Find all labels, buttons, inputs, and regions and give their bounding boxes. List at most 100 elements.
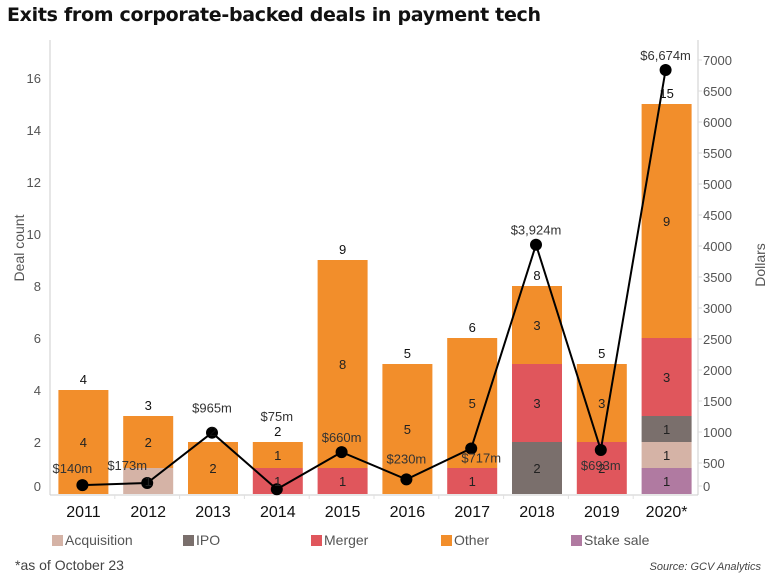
legend-label-other: Other <box>454 532 490 548</box>
x-tick-label: 2014 <box>260 504 296 521</box>
bar-total-label: 9 <box>339 242 346 257</box>
x-tick-label: 2019 <box>584 504 620 521</box>
y-tick-label: 14 <box>27 123 41 138</box>
y2-tick-label: 4500 <box>703 208 732 223</box>
dollar-value-label: $660m <box>322 430 362 445</box>
bar-segment-other <box>641 104 692 338</box>
dollar-value-label: $230m <box>387 451 427 466</box>
dollar-point <box>594 443 607 456</box>
dollar-value-label: $173m <box>107 458 147 473</box>
dollar-value-label: $3,924m <box>511 223 562 238</box>
bar-total-label: 6 <box>469 320 476 335</box>
bar-segment-acquisition <box>641 442 692 468</box>
y2-tick-label: 1000 <box>703 425 732 440</box>
bar-segment-other <box>123 416 174 468</box>
y2-tick-label: 6000 <box>703 115 732 130</box>
bar-total-label: 5 <box>404 346 411 361</box>
dollar-point <box>141 477 154 490</box>
dollar-line-path <box>82 69 667 491</box>
segment-value-label: 2 <box>209 461 216 476</box>
segment-value-label: 1 <box>469 474 476 489</box>
bar-total-label: 4 <box>80 372 87 387</box>
legend-label-merger: Merger <box>324 532 369 548</box>
y-tick-label: 10 <box>27 227 41 242</box>
x-tick-label: 2020* <box>646 504 688 521</box>
dollar-point <box>206 426 218 439</box>
bar-segment-merger <box>317 468 368 494</box>
legend-label-ipo: IPO <box>196 532 221 548</box>
legend-item-ipo: IPO <box>183 532 220 548</box>
bar-segment-ipo <box>512 442 562 494</box>
footnote: *as of October 23 <box>15 557 124 573</box>
bar-segment-other <box>188 442 238 494</box>
segment-value-label: 1 <box>274 474 281 489</box>
segment-value-label: 3 <box>598 396 605 411</box>
dollar-point <box>76 479 89 492</box>
bar-total-label: 2 <box>274 424 281 439</box>
legend-item-other: Other <box>441 532 489 548</box>
x-tick-label: 2012 <box>130 504 166 521</box>
y2-tick-label: 2500 <box>703 332 732 347</box>
bar-segment-ipo <box>641 416 692 442</box>
y-tick-label: 12 <box>27 175 41 190</box>
segment-value-label: 1 <box>663 474 670 489</box>
x-tick-label: 2016 <box>390 504 426 521</box>
dollar-value-label: $965m <box>192 401 232 416</box>
bar-segment-merger <box>641 338 692 416</box>
dollar-point <box>659 64 672 76</box>
bar-segment-other <box>58 390 109 494</box>
segment-value-label: 9 <box>663 214 670 229</box>
segment-value-label: 2 <box>598 461 605 476</box>
y2-tick-label: 500 <box>703 456 725 471</box>
y2-tick-label: 7000 <box>703 53 732 68</box>
segment-value-label: 4 <box>80 435 87 450</box>
x-tick-label: 2011 <box>66 504 101 521</box>
legend-swatch-acquisition <box>52 534 63 546</box>
y2-tick-label: 5000 <box>703 177 732 192</box>
y-tick-label: 2 <box>34 435 41 450</box>
legend-item-acquisition: Acquisition <box>52 532 133 548</box>
x-tick-label: 2018 <box>519 504 555 521</box>
dollar-value-label: $140m <box>53 461 93 476</box>
chart-title: Exits from corporate-backed deals in pay… <box>7 4 541 26</box>
y-tick-label: 4 <box>34 383 41 398</box>
dollar-point <box>270 483 283 496</box>
segment-value-label: 5 <box>404 422 411 437</box>
y2-tick-label: 0 <box>703 479 710 494</box>
segment-value-label: 3 <box>533 396 540 411</box>
legend-label-stake-sale: Stake sale <box>584 532 650 548</box>
y2-tick-label: 1500 <box>703 394 732 409</box>
bar-total-label: 5 <box>598 346 605 361</box>
x-tick-label: 2013 <box>195 504 231 521</box>
bars <box>58 104 692 494</box>
legend-label-acquisition: Acquisition <box>65 532 133 548</box>
segment-value-label: 3 <box>663 370 670 385</box>
segment-value-label: 5 <box>469 396 476 411</box>
legend: Acquisition IPO Merger Other Stake sale <box>0 532 773 550</box>
dollar-value-label: $6,674m <box>640 48 691 63</box>
dollar-point <box>335 446 348 459</box>
bar-segment-stake-sale <box>641 468 692 494</box>
segment-value-label: 1 <box>663 422 670 437</box>
y-tick-label: 8 <box>34 279 41 294</box>
y2-tick-label: 3000 <box>703 301 732 316</box>
segment-value-label: 1 <box>663 448 670 463</box>
y2-tick-label: 3500 <box>703 270 732 285</box>
segment-value-label: 2 <box>533 461 540 476</box>
segment-value-label: 8 <box>339 357 346 372</box>
y2-tick-label: 5500 <box>703 146 732 161</box>
legend-item-merger: Merger <box>311 532 368 548</box>
dollar-point <box>530 238 542 251</box>
bar-segment-other <box>317 260 368 468</box>
y2-axis-title: Dollars <box>752 243 768 287</box>
segment-value-label: 1 <box>145 474 152 489</box>
bar-total-label: 8 <box>533 268 540 283</box>
dollar-value-label: $717m <box>461 450 501 465</box>
bar-segment-merger <box>512 364 562 442</box>
dollar-line <box>76 64 672 496</box>
bar-total-label: 15 <box>659 86 673 101</box>
bar-total-label: 3 <box>145 398 152 413</box>
segment-value-label: 1 <box>274 448 281 463</box>
y2-tick-label: 6500 <box>703 84 732 99</box>
